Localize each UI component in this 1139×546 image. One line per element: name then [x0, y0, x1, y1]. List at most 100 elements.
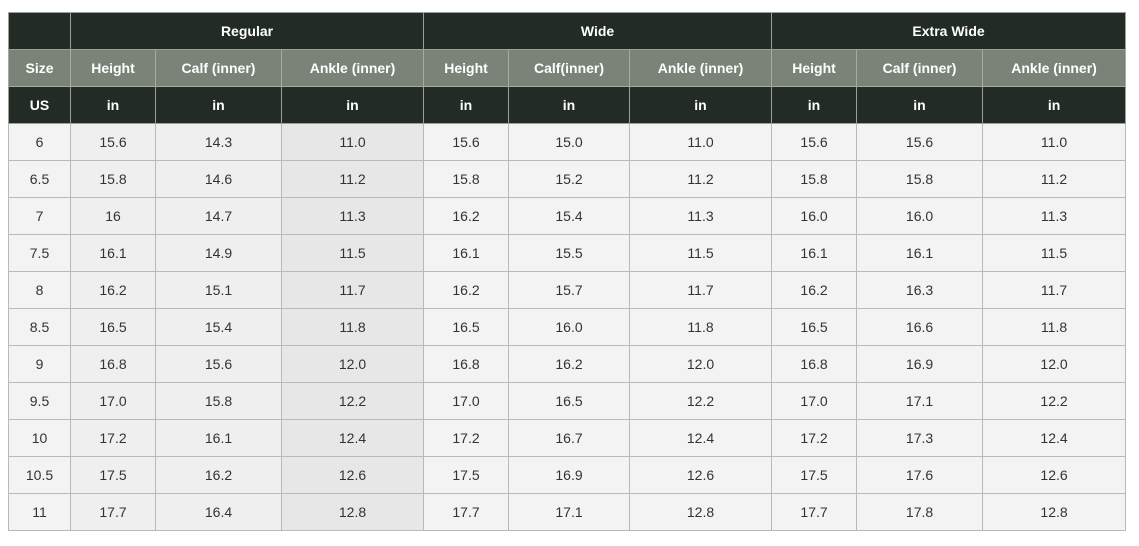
- measurement-cell: 17.7: [70, 493, 156, 531]
- unit-header: in: [280, 86, 425, 124]
- measurement-cell: 11.7: [982, 271, 1127, 309]
- column-header: Calf (inner): [856, 49, 984, 87]
- measurement-cell: 16.2: [508, 345, 631, 383]
- column-header: Size: [8, 49, 71, 87]
- measurement-cell: 14.7: [155, 197, 282, 235]
- measurement-cell: 11.8: [280, 308, 425, 346]
- measurement-cell: 12.8: [280, 493, 425, 531]
- measurement-cell: 11.8: [982, 308, 1127, 346]
- measurement-cell: 17.5: [771, 456, 858, 494]
- table-row: 7.5 16.1 14.9 11.5 16.1 15.5 11.5 16.1 16.1 11.5: [8, 234, 1127, 272]
- size-cell: 8: [8, 271, 71, 309]
- column-header: Calf (inner): [155, 49, 282, 87]
- measurement-cell: 16.0: [771, 197, 858, 235]
- measurement-cell: 12.6: [280, 456, 425, 494]
- size-cell: 7.5: [8, 234, 71, 272]
- measurement-cell: 16.2: [155, 456, 282, 494]
- column-header: Height: [70, 49, 156, 87]
- measurement-cell: 16.2: [70, 271, 156, 309]
- measurement-cell: 12.8: [629, 493, 773, 531]
- measurement-cell: 12.4: [280, 419, 425, 457]
- measurement-cell: 11.2: [629, 160, 773, 198]
- measurement-cell: 17.8: [856, 493, 984, 531]
- measurement-cell: 15.8: [423, 160, 510, 198]
- size-cell: 9: [8, 345, 71, 383]
- column-header: Calf(inner): [508, 49, 631, 87]
- measurement-cell: 16.7: [508, 419, 631, 457]
- size-chart: Regular Wide Extra Wide Size Height Calf…: [8, 12, 1127, 531]
- group-header-regular: Regular: [69, 12, 425, 50]
- table-row: 8 16.2 15.1 11.7 16.2 15.7 11.7 16.2 16.3 11.7: [8, 271, 1127, 309]
- measurement-cell: 12.0: [280, 345, 425, 383]
- table-row: 7 16 14.7 11.3 16.2 15.4 11.3 16.0 16.0 11.3: [8, 197, 1127, 235]
- unit-header: US: [8, 86, 71, 124]
- measurement-cell: 17.2: [771, 419, 858, 457]
- unit-header: in: [508, 86, 631, 124]
- measurement-cell: 12.2: [280, 382, 425, 420]
- measurement-cell: 16.9: [856, 345, 984, 383]
- measurement-cell: 11.3: [280, 197, 425, 235]
- measurement-cell: 11.5: [280, 234, 425, 272]
- measurement-cell: 11.5: [982, 234, 1127, 272]
- unit-header: in: [982, 86, 1127, 124]
- measurement-cell: 16.5: [771, 308, 858, 346]
- group-header-wide: Wide: [423, 12, 773, 50]
- size-cell: 10: [8, 419, 71, 457]
- size-cell: 7: [8, 197, 71, 235]
- measurement-cell: 15.8: [155, 382, 282, 420]
- measurement-cell: 16.8: [70, 345, 156, 383]
- measurement-cell: 16.6: [856, 308, 984, 346]
- column-header: Ankle (inner): [280, 49, 425, 87]
- size-chart-body: 6 15.6 14.3 11.0 15.6 15.0 11.0 15.6 15.6 11.0 6.5…: [8, 123, 1127, 531]
- measurement-cell: 16.1: [155, 419, 282, 457]
- column-header-row: Size Height Calf (inner) Ankle (inner) H…: [8, 49, 1127, 87]
- unit-header: in: [70, 86, 156, 124]
- measurement-cell: 16.1: [70, 234, 156, 272]
- measurement-cell: 16.0: [508, 308, 631, 346]
- measurement-cell: 16.3: [856, 271, 984, 309]
- measurement-cell: 16.5: [423, 308, 510, 346]
- measurement-cell: 14.9: [155, 234, 282, 272]
- measurement-cell: 17.0: [70, 382, 156, 420]
- measurement-cell: 15.4: [508, 197, 631, 235]
- column-header: Height: [423, 49, 510, 87]
- measurement-cell: 14.3: [155, 123, 282, 161]
- measurement-cell: 17.1: [856, 382, 984, 420]
- unit-header: in: [629, 86, 773, 124]
- measurement-cell: 16.1: [856, 234, 984, 272]
- measurement-cell: 11.5: [629, 234, 773, 272]
- measurement-cell: 12.4: [629, 419, 773, 457]
- measurement-cell: 17.2: [423, 419, 510, 457]
- measurement-cell: 15.6: [856, 123, 984, 161]
- measurement-cell: 12.2: [629, 382, 773, 420]
- measurement-cell: 17.7: [423, 493, 510, 531]
- measurement-cell: 12.0: [629, 345, 773, 383]
- measurement-cell: 17.7: [771, 493, 858, 531]
- measurement-cell: 11.7: [280, 271, 425, 309]
- size-cell: 11: [8, 493, 71, 531]
- measurement-cell: 15.2: [508, 160, 631, 198]
- column-header: Ankle (inner): [629, 49, 773, 87]
- measurement-cell: 11.3: [982, 197, 1127, 235]
- measurement-cell: 12.4: [982, 419, 1127, 457]
- table-row: 9.5 17.0 15.8 12.2 17.0 16.5 12.2 17.0 17.1 12.2: [8, 382, 1127, 420]
- measurement-cell: 12.0: [982, 345, 1127, 383]
- unit-header: in: [423, 86, 510, 124]
- measurement-cell: 15.8: [771, 160, 858, 198]
- measurement-cell: 11.0: [982, 123, 1127, 161]
- measurement-cell: 14.6: [155, 160, 282, 198]
- measurement-cell: 16.5: [70, 308, 156, 346]
- measurement-cell: 11.3: [629, 197, 773, 235]
- group-header-blank: [8, 12, 71, 50]
- units-header-row: US in in in in in in in in in: [8, 86, 1127, 124]
- table-row: 10.5 17.5 16.2 12.6 17.5 16.9 12.6 17.5 17.6 12.6: [8, 456, 1127, 494]
- measurement-cell: 12.6: [982, 456, 1127, 494]
- measurement-cell: 17.0: [423, 382, 510, 420]
- group-header-extra-wide: Extra Wide: [771, 12, 1127, 50]
- measurement-cell: 17.5: [423, 456, 510, 494]
- table-row: 10 17.2 16.1 12.4 17.2 16.7 12.4 17.2 17.3 12.4: [8, 419, 1127, 457]
- measurement-cell: 15.6: [423, 123, 510, 161]
- measurement-cell: 16: [70, 197, 156, 235]
- measurement-cell: 16.2: [423, 271, 510, 309]
- measurement-cell: 11.8: [629, 308, 773, 346]
